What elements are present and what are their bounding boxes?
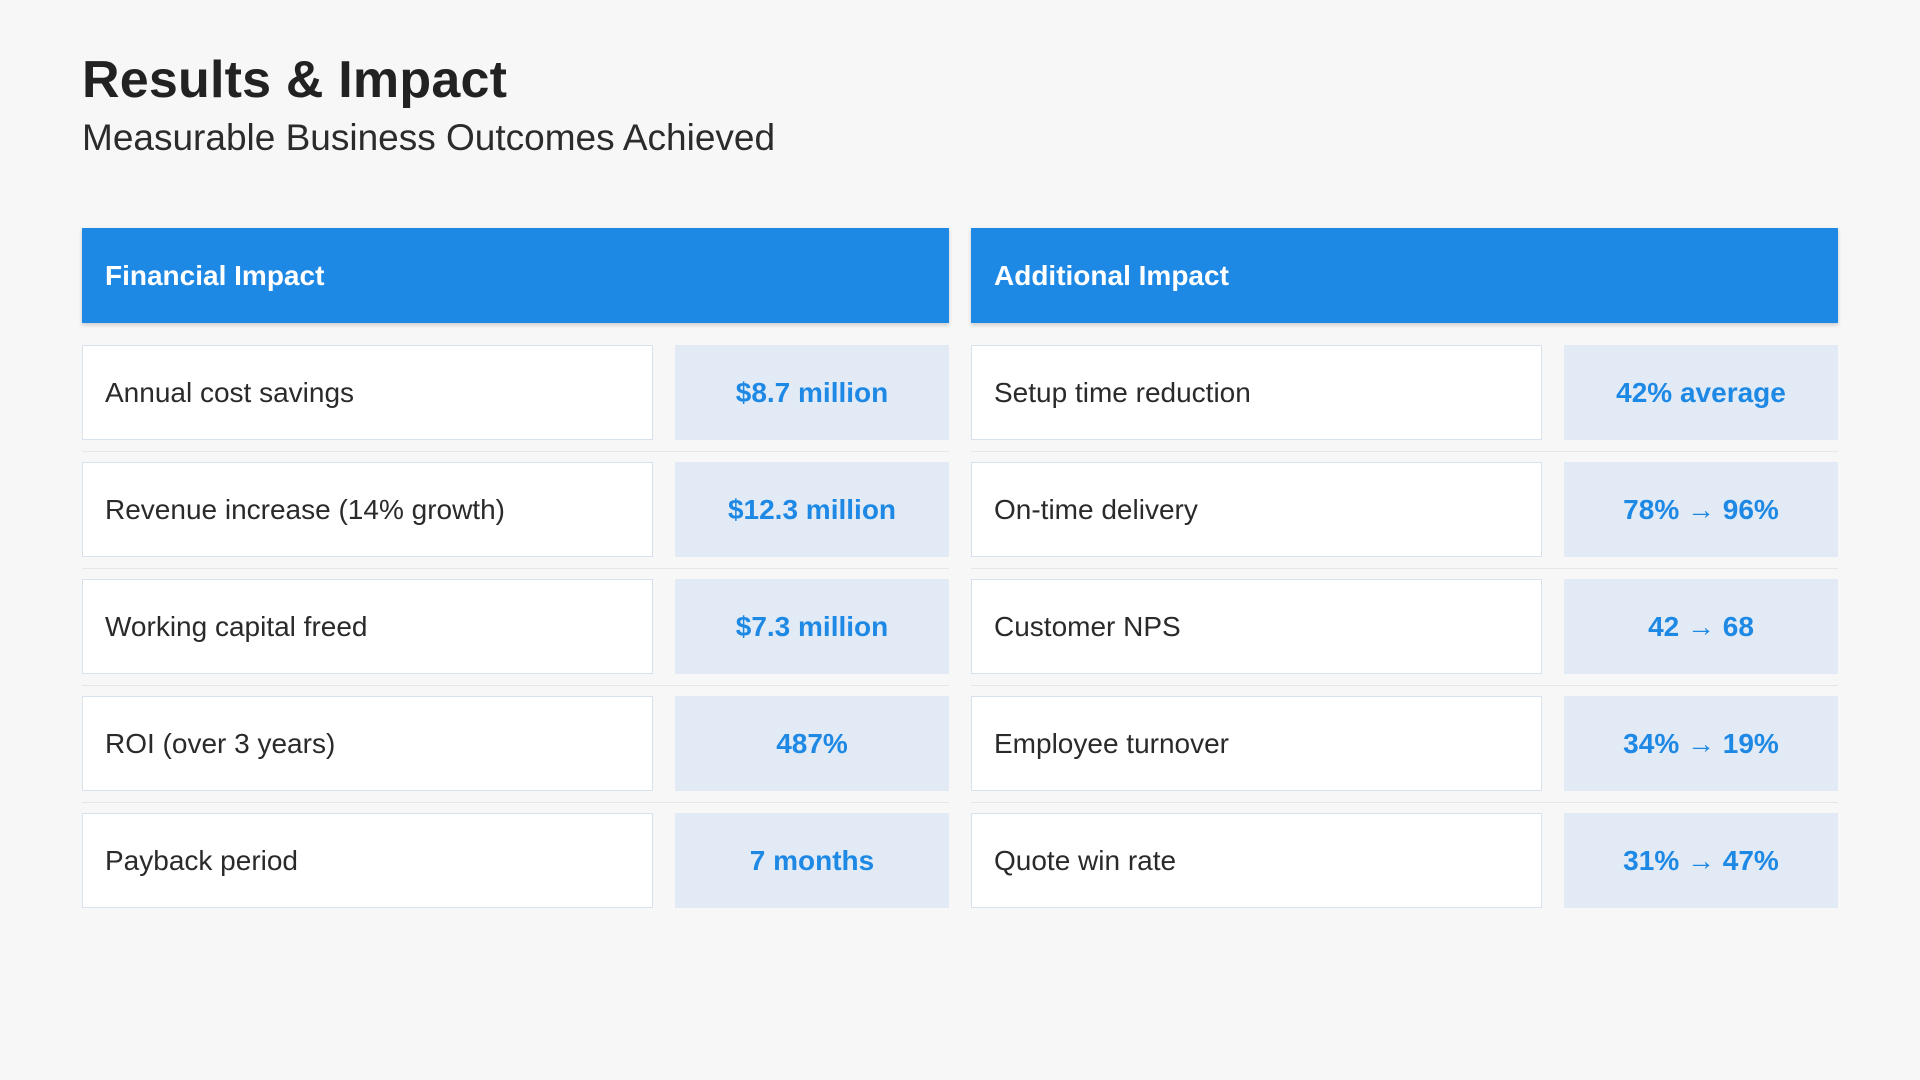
metric-label: Annual cost savings [82,345,653,440]
table-row: Customer NPS 42 → 68 [971,568,1838,674]
impact-panels: Financial Impact Annual cost savings $8.… [82,228,1838,930]
table-row: Payback period 7 months [82,802,949,908]
financial-impact-header: Financial Impact [82,228,949,323]
metric-value: $12.3 million [675,462,949,557]
metric-value: 78% → 96% [1564,462,1838,557]
additional-impact-header: Additional Impact [971,228,1838,323]
metric-value: 34% → 19% [1564,696,1838,791]
metric-value: 31% → 47% [1564,813,1838,908]
metric-value: 487% [675,696,949,791]
page-title: Results & Impact [82,51,508,109]
metric-label: Customer NPS [971,579,1542,674]
metric-label: Revenue increase (14% growth) [82,462,653,557]
table-row: Employee turnover 34% → 19% [971,685,1838,791]
metric-value: $8.7 million [675,345,949,440]
additional-impact-rows: Setup time reduction 42% average On-time… [971,345,1838,908]
metric-label: Working capital freed [82,579,653,674]
metric-label: Employee turnover [971,696,1542,791]
financial-impact-panel: Financial Impact Annual cost savings $8.… [82,228,949,930]
additional-impact-panel: Additional Impact Setup time reduction 4… [971,228,1838,930]
table-row: ROI (over 3 years) 487% [82,685,949,791]
metric-label: Quote win rate [971,813,1542,908]
table-row: Annual cost savings $8.7 million [82,345,949,440]
table-row: Setup time reduction 42% average [971,345,1838,440]
metric-label: Setup time reduction [971,345,1542,440]
table-row: Quote win rate 31% → 47% [971,802,1838,908]
metric-label: On-time delivery [971,462,1542,557]
metric-label: Payback period [82,813,653,908]
financial-impact-rows: Annual cost savings $8.7 million Revenue… [82,345,949,908]
metric-value: $7.3 million [675,579,949,674]
table-row: Revenue increase (14% growth) $12.3 mill… [82,451,949,557]
metric-value: 42 → 68 [1564,579,1838,674]
metric-label: ROI (over 3 years) [82,696,653,791]
metric-value: 7 months [675,813,949,908]
table-row: Working capital freed $7.3 million [82,568,949,674]
page-subtitle: Measurable Business Outcomes Achieved [82,117,776,158]
table-row: On-time delivery 78% → 96% [971,451,1838,557]
metric-value: 42% average [1564,345,1838,440]
